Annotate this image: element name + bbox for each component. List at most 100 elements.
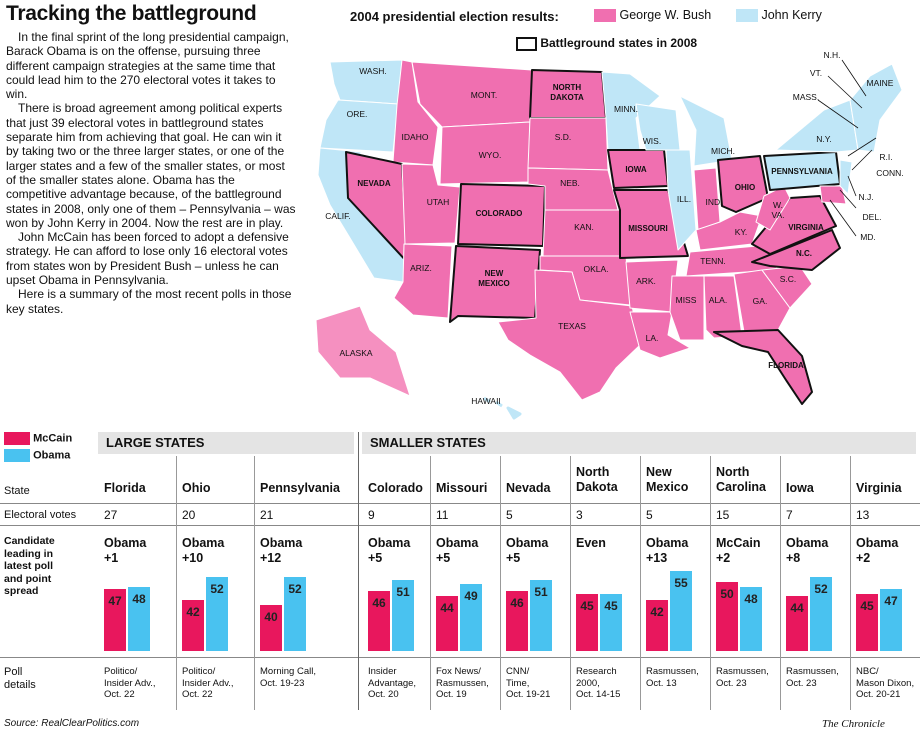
leader-spread: +2: [856, 551, 871, 565]
poll-detail-line: NBC/: [856, 666, 879, 677]
legend-kerry: John Kerry: [736, 8, 822, 23]
bar-obama: 52: [206, 577, 228, 651]
divider-poll: [0, 657, 920, 658]
state-nj: [839, 159, 853, 195]
leader-name: Obama: [260, 536, 303, 550]
state-name: Ohio: [182, 481, 211, 495]
row-label-state: State: [4, 485, 30, 497]
column-divider: [254, 456, 255, 710]
state-alaska: [315, 305, 411, 397]
column-divider: [710, 456, 711, 710]
intro-text: In the final sprint of the long presiden…: [6, 30, 296, 316]
state-kan: [542, 209, 627, 257]
label-miss: MISS: [676, 295, 697, 305]
electoral-votes: 20: [182, 508, 196, 522]
state-sd: [527, 117, 609, 171]
bar-mccain: 44: [786, 595, 808, 651]
state-miss: [669, 275, 705, 341]
state-name: North Dakota: [576, 465, 618, 494]
poll-details: Insider Advantage, Oct. 20: [368, 666, 434, 701]
state-name: North Carolina: [716, 465, 767, 494]
poll-detail-line: Morning Call,: [260, 666, 316, 677]
label-newmexico: NEW: [485, 269, 504, 278]
poll-detail-line: Rasmussen,: [436, 677, 489, 689]
bar-obama: 48: [128, 586, 150, 651]
poll-details: NBC/Mason Dixon, Oct. 20-21: [856, 666, 920, 701]
row-label-poll-line: Poll: [4, 666, 23, 678]
legend-kerry-label: John Kerry: [761, 8, 822, 22]
row-label-leader-line: Candidate: [4, 535, 55, 547]
label-md: MD.: [860, 232, 876, 242]
leader-spread: +12: [260, 551, 282, 565]
poll-detail-line: Oct. 22: [104, 689, 135, 700]
page-title: Tracking the battleground: [6, 2, 257, 25]
leader-name: Obama: [104, 536, 147, 550]
label-sc: S.C.: [780, 274, 797, 284]
group-small-header: SMALLER STATES: [362, 432, 916, 454]
column-divider: [570, 456, 571, 710]
state-minn: [601, 71, 661, 151]
mccain-swatch: [4, 432, 30, 445]
poll-detail-line: Politico/: [182, 666, 216, 677]
label-iowa: IOWA: [625, 165, 647, 174]
label-del: DEL.: [863, 212, 882, 222]
poll-details: Morning Call, Oct. 19-23: [260, 666, 326, 689]
poll-detail-line: Oct. 23: [716, 677, 747, 689]
bar-obama: 52: [810, 577, 832, 651]
column-divider: [640, 456, 641, 710]
poll-detail-line: Oct. 20-21: [856, 689, 901, 700]
leader-spread: +1: [104, 551, 119, 565]
bar-mccain: 47: [104, 588, 126, 651]
poll-detail-line: CNN/: [506, 666, 530, 677]
bar-mccain: 40: [260, 605, 282, 651]
bar-mccain: 44: [436, 595, 458, 651]
row-label-poll: Poll details: [4, 666, 36, 691]
poll-detail-line: Insider Adv.,: [104, 677, 156, 689]
legend-battleground-label: Battleground states in 2008: [540, 36, 698, 50]
label-calif: CALIF.: [325, 211, 351, 221]
state-name: Virginia: [856, 481, 902, 495]
row-label-leader-line: leading in: [4, 547, 54, 560]
label-ohio: OHIO: [735, 183, 755, 192]
column-divider: [780, 456, 781, 710]
state-ga: [733, 269, 791, 333]
leader-spread: +13: [646, 551, 668, 565]
label-tenn: TENN.: [700, 256, 726, 266]
bar-obama: 51: [392, 579, 414, 651]
state-florida: [713, 329, 813, 405]
poll-detail-line: Oct. 23: [786, 677, 817, 689]
label-nj: N.J.: [858, 192, 873, 202]
electoral-votes: 13: [856, 508, 870, 522]
label-ga: GA.: [753, 296, 768, 306]
label-maine: MAINE: [867, 78, 894, 88]
bush-swatch: [594, 9, 616, 23]
label-hawaii: HAWAII: [471, 396, 501, 406]
electoral-votes: 11: [436, 508, 449, 522]
label-ala: ALA.: [709, 295, 727, 305]
label-minn: MINN.: [614, 104, 638, 114]
poll-detail-line: Advantage,: [368, 677, 417, 689]
electoral-votes: 21: [260, 508, 274, 522]
label-wv: VA.: [771, 210, 784, 220]
poll-detail-line: Oct. 19: [436, 689, 467, 700]
bar-mccain: 46: [368, 591, 390, 651]
poll-details: Politico/Insider Adv., Oct. 22: [104, 666, 170, 701]
label-nh: N.H.: [824, 50, 841, 60]
battleground-swatch: [516, 36, 537, 51]
state-name: Florida: [104, 481, 146, 495]
label-kan: KAN.: [574, 222, 594, 232]
poll-detail-line: Oct. 19-21: [506, 689, 551, 700]
state-missouri: [613, 189, 689, 259]
state-wis: [635, 103, 681, 151]
leader-name: Obama: [646, 536, 689, 550]
bar-obama: 48: [740, 586, 762, 651]
state-nc: [751, 229, 841, 271]
label-ky: KY.: [735, 227, 748, 237]
label-mass: MASS.: [793, 92, 819, 102]
state-texas: [497, 269, 641, 401]
leader-spread: +8: [786, 551, 801, 565]
label-mich: MICH.: [711, 146, 735, 156]
column-divider: [176, 456, 177, 710]
us-election-map: WASH. ORE. CALIF. IDAHO NEVADA UTAH ARIZ…: [315, 50, 904, 420]
poll-detail-line: Rasmussen,: [646, 666, 699, 677]
